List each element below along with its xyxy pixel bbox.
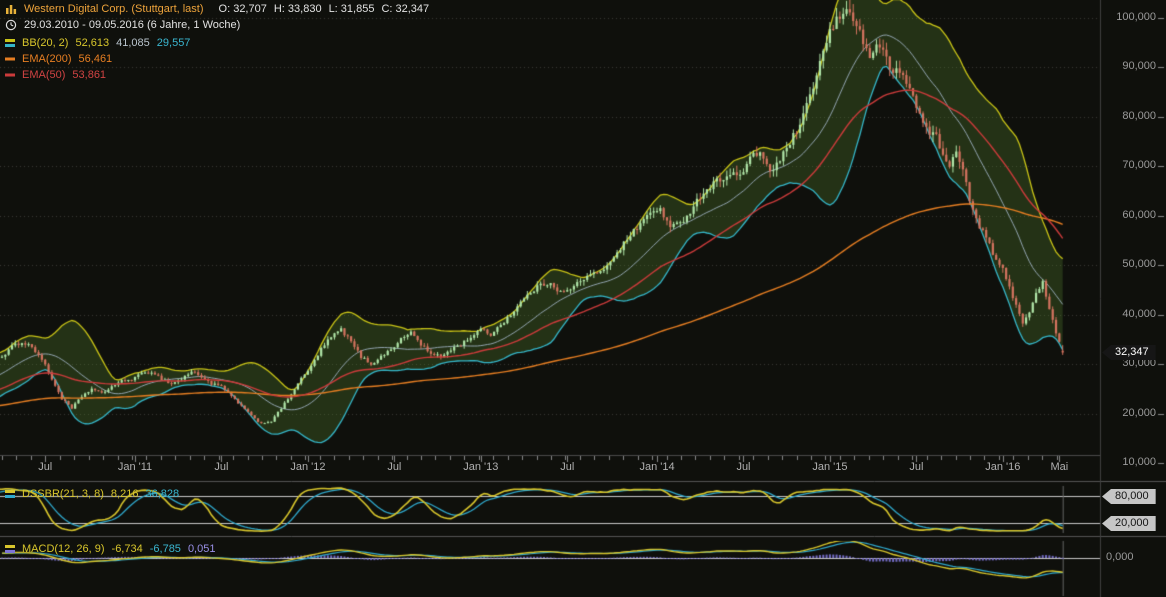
x-axis-label: Jan '12 [290, 461, 326, 473]
instrument-title: Western Digital Corp. (Stuttgart, last) [24, 3, 204, 15]
bb-lower-value: 29,557 [156, 37, 191, 49]
macd-signal-value: -6,785 [149, 543, 181, 555]
date-range: 29.03.2010 - 09.05.2016 (6 Jahre, 1 Woch… [24, 19, 241, 31]
y-axis-label: 20,000 [1122, 406, 1156, 419]
ema200-value: 56,461 [78, 53, 113, 65]
ema50-swatch-icon [5, 70, 15, 80]
dssbr-main-value: 8,216 [110, 488, 139, 500]
bb-label: BB(20, 2) [22, 37, 69, 49]
macd-hist-value: 0,051 [187, 543, 216, 555]
bb-middle-value: 41,085 [116, 37, 150, 49]
ohlc-low: L: 31,855 [328, 3, 375, 15]
x-axis-label: Jan '14 [639, 461, 675, 473]
x-axis-label: Jul [38, 461, 53, 473]
y-axis-label: 90,000 [1122, 60, 1156, 73]
clock-icon [5, 19, 17, 31]
y-axis-label: 100,000 [1116, 11, 1156, 23]
dssbr-label: DSSBR(21, 3, 8) [22, 488, 104, 500]
dssbr-legend-row: DSSBR(21, 3, 8) 8,216 36,828 [5, 488, 179, 500]
ohlc-close: C: 32,347 [381, 3, 430, 15]
bb-legend-row: BB(20, 2) 52,613 41,085 29,557 [5, 37, 190, 49]
dssbr-upper-level-badge: 80,000 [1102, 489, 1156, 504]
ohlc-open: O: 32,707 [218, 3, 267, 15]
y-axis-label: 60,000 [1122, 208, 1156, 221]
dssbr-signal-value: 36,828 [145, 488, 180, 500]
macd-swatch-icon [5, 544, 15, 554]
x-axis-label: Jan '16 [985, 461, 1021, 473]
macd-legend-row: MACD(12, 26, 9) -6,734 -6,785 0,051 [5, 543, 215, 555]
ema50-legend-row: EMA(50) 53,861 [5, 69, 106, 81]
ema50-value: 53,861 [72, 69, 107, 81]
dssbr-swatch-icon [5, 489, 15, 499]
y-axis-label: 70,000 [1122, 159, 1156, 172]
macd-zero-label: 0,000 [1106, 551, 1134, 563]
y-axis-label: 10,000 [1122, 455, 1156, 468]
ohlc-high: H: 33,830 [273, 3, 322, 15]
x-axis-label: Jul [560, 461, 575, 473]
x-axis-label: Jul [736, 461, 751, 473]
ema200-swatch-icon [5, 54, 15, 64]
ema50-label: EMA(50) [22, 69, 66, 81]
y-axis-label: 80,000 [1122, 109, 1156, 122]
bar-chart-icon [5, 3, 17, 15]
ema200-label: EMA(200) [22, 53, 72, 65]
dssbr-lower-level-badge: 20,000 [1102, 516, 1156, 531]
y-axis-label: 40,000 [1122, 307, 1156, 320]
ema200-legend-row: EMA(200) 56,461 [5, 53, 112, 65]
x-axis-label: Jan '11 [117, 461, 153, 473]
x-axis-label: Jan '13 [463, 461, 499, 473]
x-axis-label: Jul [214, 461, 229, 473]
y-axis-label: 30,000 [1122, 357, 1156, 370]
macd-value: -6,734 [111, 543, 143, 555]
x-axis-label: Jul [387, 461, 402, 473]
last-price-badge: 32,347 [1102, 345, 1156, 360]
x-axis-label: Mai [1050, 461, 1069, 473]
chart-header: Western Digital Corp. (Stuttgart, last) … [5, 3, 429, 15]
macd-label: MACD(12, 26, 9) [22, 543, 105, 555]
y-axis-label: 50,000 [1122, 258, 1156, 271]
x-axis-label: Jan '15 [812, 461, 848, 473]
date-range-row: 29.03.2010 - 09.05.2016 (6 Jahre, 1 Woch… [5, 19, 240, 31]
x-axis-label: Jul [909, 461, 924, 473]
bb-upper-value: 52,613 [75, 37, 110, 49]
bb-swatch-icon [5, 38, 15, 48]
